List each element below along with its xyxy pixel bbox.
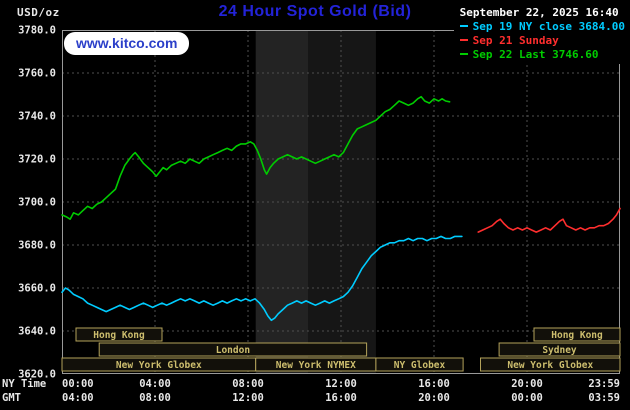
y-axis-tick: 3720.0 [18,154,56,166]
sep22-line-swatch [459,53,468,55]
x-axis-tick-gmt: 12:00 [232,392,264,404]
x-axis-tick-gmt: 00:00 [511,392,543,404]
sep19-line-swatch [459,25,468,27]
y-axis-tick: 3760.0 [18,68,56,80]
market-session-label: New York Globex [116,360,202,371]
price-line-sep21 [477,207,621,233]
price-line-sep19 [61,235,463,322]
market-hours-shading [255,30,308,374]
market-session-label: Sydney [542,345,577,356]
y-axis-tick: 3700.0 [18,197,56,209]
x-axis-tick-gmt: 03:59 [588,392,620,404]
x-axis-label-ny-time: NY Time [2,378,46,390]
market-hours-shading [308,30,376,374]
legend-panel: September 22, 2025 16:40 Sep 19 NY close… [453,6,627,64]
market-session-box [98,342,368,357]
legend-label-sep21: Sep 21 Sunday [472,34,559,47]
plot-border [62,30,620,374]
x-axis-tick-gmt: 08:00 [139,392,171,404]
market-session-box [375,357,464,372]
market-session-box [480,357,621,372]
x-axis-tick-ny: 12:00 [325,378,357,390]
chart-datetime: September 22, 2025 16:40 [459,6,619,19]
market-session-label: New York NYMEX [276,360,356,371]
x-axis-tick-ny: 20:00 [511,378,543,390]
x-axis-tick-gmt: 20:00 [418,392,450,404]
y-axis-tick: 3660.0 [18,283,56,295]
y-axis-tick: 3680.0 [18,240,56,252]
market-session-label: NY Globex [394,360,446,371]
x-axis-tick-ny: 04:00 [139,378,171,390]
sep21-line-swatch [459,39,468,41]
market-session-label: Hong Kong [551,330,603,341]
market-session-box [498,342,621,357]
x-axis-tick-gmt: 04:00 [62,392,94,404]
legend-item-sep21: Sep 21 Sunday [459,34,625,48]
market-session-label: New York Globex [507,360,593,371]
legend-item-sep22: Sep 22 Last 3746.60 [459,48,625,62]
y-axis-tick: 3620.0 [18,369,56,381]
y-axis-tick: 3780.0 [18,25,56,37]
x-axis-tick-ny: 23:59 [588,378,620,390]
market-session-label: Hong Kong [93,330,145,341]
legend-item-sep19: Sep 19 NY close 3684.00 [459,20,625,34]
x-axis-tick-ny: 16:00 [418,378,450,390]
price-line-sep22 [61,95,451,220]
legend-label-sep22: Sep 22 Last 3746.60 [472,48,599,61]
kitco-watermark-link[interactable]: www.kitco.com [64,32,190,55]
y-axis-tick: 3640.0 [18,326,56,338]
chart-title: 24 Hour Spot Gold (Bid) [218,3,412,20]
market-session-label: London [216,345,250,356]
legend-label-sep19: Sep 19 NY close 3684.00 [472,20,625,33]
y-axis-unit-label: USD/oz [17,6,60,19]
x-axis-tick-gmt: 16:00 [325,392,357,404]
y-axis-tick: 3740.0 [18,111,56,123]
market-session-box [533,327,621,342]
market-session-box [75,327,163,342]
x-axis-tick-ny: 08:00 [232,378,264,390]
x-axis-label-gmt: GMT [2,392,21,404]
x-axis-tick-ny: 00:00 [62,378,94,390]
